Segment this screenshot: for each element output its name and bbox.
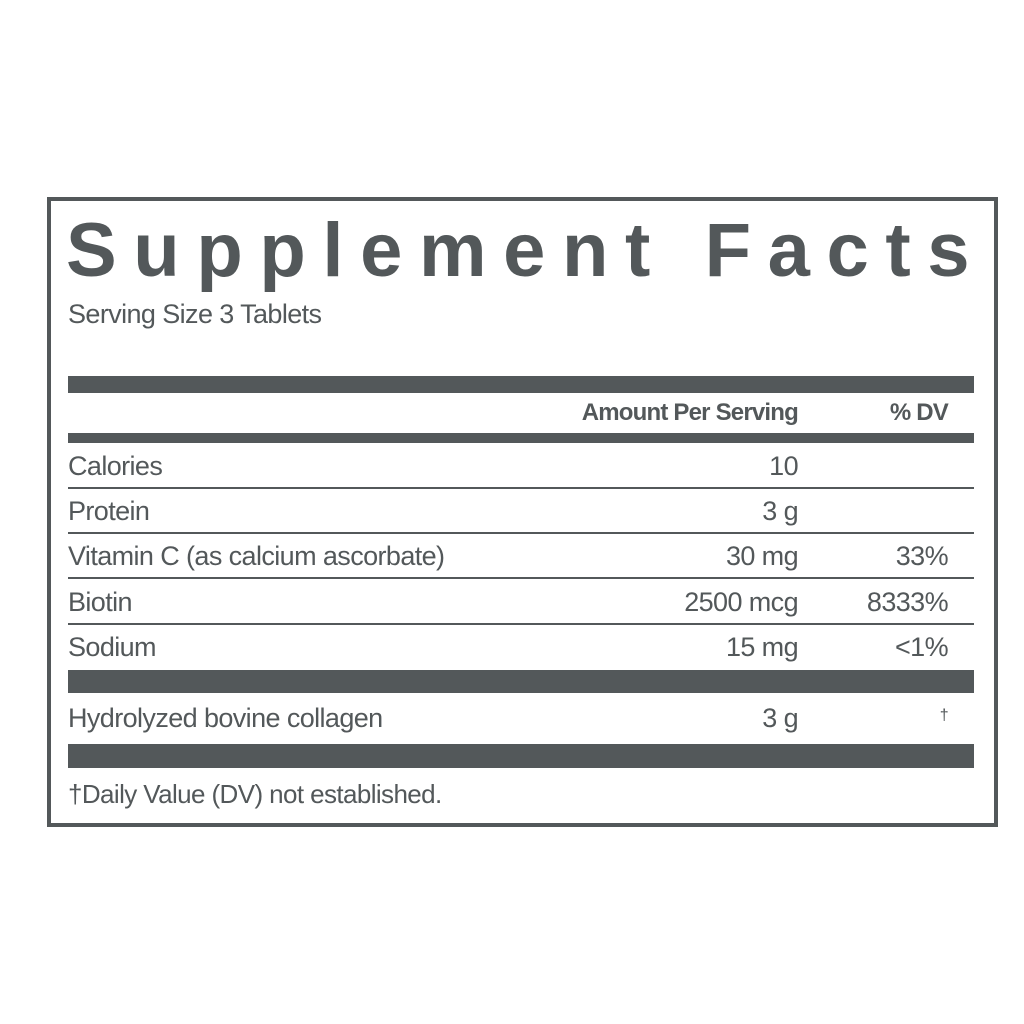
serving-size: Serving Size 3 Tablets xyxy=(68,299,322,329)
row-amount: 2500 mcg xyxy=(684,587,798,617)
dv-header: % DV xyxy=(889,399,949,426)
row-name: Biotin xyxy=(68,587,133,617)
row-name: Hydrolyzed bovine collagen xyxy=(68,703,383,733)
thin-divider xyxy=(68,532,974,534)
row-name: Protein xyxy=(68,496,150,526)
row-name: Vitamin C (as calcium ascorbate) xyxy=(68,541,445,571)
footnote: †Daily Value (DV) not established. xyxy=(68,779,442,809)
thick-divider xyxy=(68,376,974,393)
panel-title: Supplement Facts xyxy=(66,208,987,293)
row-amount: 3 g xyxy=(762,496,798,526)
dagger-mark: † xyxy=(939,707,949,724)
thick-divider xyxy=(68,670,974,693)
row-amount: 3 g xyxy=(762,703,798,733)
row-amount: 30 mg xyxy=(725,541,799,571)
row-name: Sodium xyxy=(68,632,157,662)
thin-divider xyxy=(68,623,974,625)
thick-divider xyxy=(68,744,974,768)
row-dv: 33% xyxy=(895,541,949,571)
row-dv: 8333% xyxy=(866,587,949,617)
row-name: Calories xyxy=(68,451,163,481)
row-amount: 10 xyxy=(769,451,798,481)
row-amount: 15 mg xyxy=(725,632,799,662)
medium-divider xyxy=(68,433,974,443)
amount-header: Amount Per Serving xyxy=(581,399,799,426)
row-dv: <1% xyxy=(895,632,949,662)
thin-divider xyxy=(68,577,974,579)
supplement-facts-panel xyxy=(47,197,998,827)
thin-divider xyxy=(68,487,974,489)
